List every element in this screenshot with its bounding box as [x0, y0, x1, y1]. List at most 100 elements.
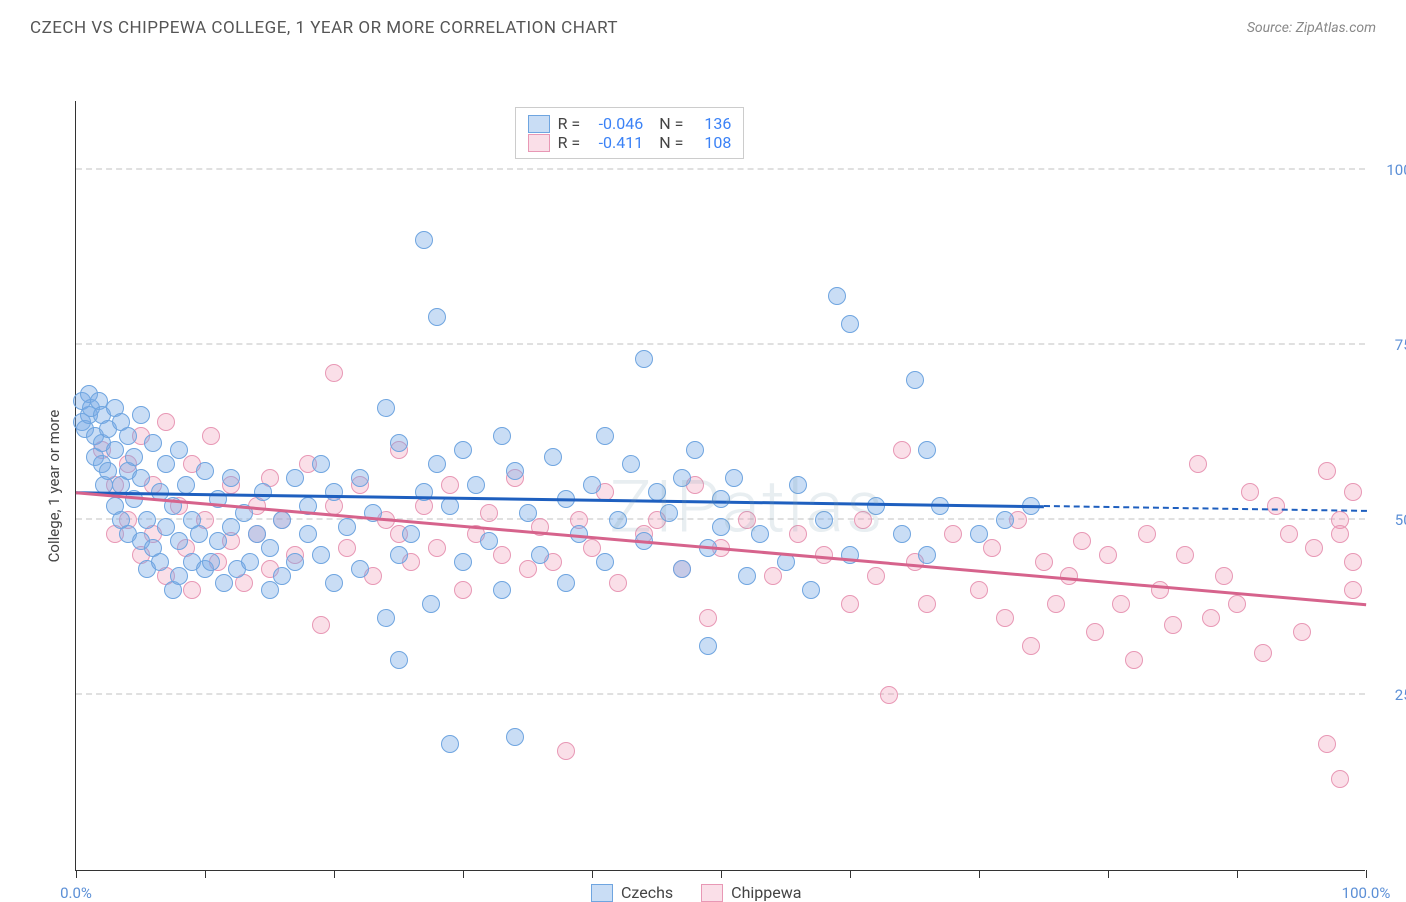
x-tick [1108, 870, 1109, 878]
chippewa-point [841, 595, 859, 613]
chippewa-point [1280, 525, 1298, 543]
legend-r-value: -0.046 [588, 114, 643, 133]
czech-point [170, 567, 188, 585]
chippewa-point [970, 581, 988, 599]
x-tick [850, 870, 851, 878]
czech-point [119, 427, 137, 445]
czech-point [493, 427, 511, 445]
czech-point [273, 567, 291, 585]
chippewa-point [764, 567, 782, 585]
series-label: Chippewa [731, 883, 801, 902]
czech-point [286, 553, 304, 571]
chippewa-point [1099, 546, 1117, 564]
czech-point [635, 350, 653, 368]
czech-trend-line-dashed [1043, 505, 1366, 512]
chippewa-point [1293, 623, 1311, 641]
chippewa-point [918, 595, 936, 613]
chippewa-point [1164, 616, 1182, 634]
chippewa-point [1112, 595, 1130, 613]
chippewa-point [1344, 581, 1362, 599]
legend-n-value: 108 [691, 133, 731, 152]
chippewa-point [454, 581, 472, 599]
y-axis-label: College, 1 year or more [45, 410, 63, 563]
x-tick [721, 870, 722, 878]
czech-point [493, 581, 511, 599]
chippewa-point [493, 546, 511, 564]
y-tick-label: 75.0% [1375, 336, 1406, 354]
czech-point [815, 511, 833, 529]
chippewa-point [157, 413, 175, 431]
czech-point [390, 546, 408, 564]
chippewa-point [1344, 483, 1362, 501]
chippewa-point [880, 686, 898, 704]
czech-point [222, 518, 240, 536]
chippewa-point [983, 539, 1001, 557]
czech-point [312, 546, 330, 564]
czech-point [170, 441, 188, 459]
czech-point [215, 574, 233, 592]
czech-point [390, 434, 408, 452]
czech-point [506, 462, 524, 480]
chippewa-point [1035, 553, 1053, 571]
chippewa-point [325, 364, 343, 382]
series-legend: Czechs Chippewa [591, 883, 801, 902]
czech-point [273, 511, 291, 529]
legend-row: R =-0.046N =136 [528, 114, 732, 133]
chippewa-point [441, 476, 459, 494]
legend-swatch [528, 115, 550, 133]
legend-swatch [701, 884, 723, 902]
czech-point [132, 406, 150, 424]
legend-r-label: R = [558, 133, 581, 152]
czech-point [157, 455, 175, 473]
chart-title: CZECH VS CHIPPEWA COLLEGE, 1 YEAR OR MOR… [30, 18, 618, 38]
czech-point [583, 476, 601, 494]
series-legend-item: Czechs [591, 883, 673, 902]
x-tick-label: 0.0% [60, 884, 92, 902]
czech-point [428, 308, 446, 326]
czech-point [802, 581, 820, 599]
chippewa-point [609, 574, 627, 592]
czech-point [351, 469, 369, 487]
plot-area: ZIPatlas R =-0.046N =136R =-0.411N =108 … [75, 101, 1365, 871]
czech-point [454, 553, 472, 571]
legend-n-value: 136 [691, 114, 731, 133]
x-tick [205, 870, 206, 878]
czech-point [325, 483, 343, 501]
chippewa-point [1086, 623, 1104, 641]
czech-point [441, 497, 459, 515]
czech-point [673, 560, 691, 578]
legend-swatch [528, 134, 550, 152]
czech-point [196, 462, 214, 480]
czech-point [712, 518, 730, 536]
chippewa-point [1318, 735, 1336, 753]
chippewa-point [1073, 532, 1091, 550]
chippewa-point [893, 441, 911, 459]
czech-point [190, 525, 208, 543]
chippewa-point [183, 581, 201, 599]
czech-point [351, 560, 369, 578]
czech-point [312, 455, 330, 473]
czech-point [454, 441, 472, 459]
chippewa-point [789, 525, 807, 543]
chippewa-point [1228, 595, 1246, 613]
chippewa-point [428, 539, 446, 557]
gridline [76, 168, 1365, 170]
gridline [76, 693, 1365, 695]
x-tick [1237, 870, 1238, 878]
chippewa-point [1344, 553, 1362, 571]
legend-n-label: N = [659, 133, 683, 152]
czech-point [544, 448, 562, 466]
chippewa-point [1125, 651, 1143, 669]
czech-point [390, 651, 408, 669]
x-tick [463, 870, 464, 878]
chippewa-point [1267, 497, 1285, 515]
y-tick-label: 25.0% [1375, 686, 1406, 704]
czech-point [609, 511, 627, 529]
czech-point [596, 427, 614, 445]
czech-point [254, 483, 272, 501]
czech-point [177, 476, 195, 494]
czech-point [428, 455, 446, 473]
czech-point [738, 567, 756, 585]
czech-point [673, 469, 691, 487]
chippewa-point [338, 539, 356, 557]
